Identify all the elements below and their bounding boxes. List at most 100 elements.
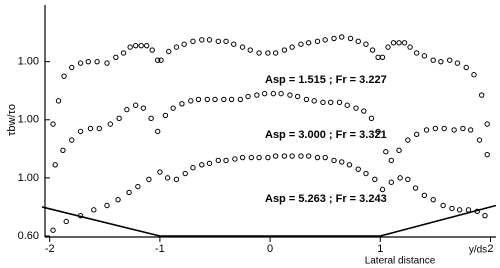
- data-point: [432, 125, 439, 132]
- x-tick-label: 1: [377, 243, 383, 255]
- data-point: [355, 38, 361, 45]
- data-point: [166, 48, 172, 55]
- data-point: [215, 157, 222, 164]
- data-point: [363, 41, 369, 47]
- data-point: [328, 99, 334, 106]
- data-point: [476, 137, 483, 143]
- data-point: [239, 154, 246, 161]
- y-tick-label: 1.00: [18, 172, 39, 184]
- data-point: [421, 192, 428, 199]
- data-point: [127, 44, 133, 50]
- data-point: [164, 175, 171, 181]
- data-point: [353, 105, 359, 111]
- data-point: [199, 162, 205, 168]
- data-point: [375, 128, 381, 135]
- data-point: [379, 186, 386, 193]
- data-point: [372, 176, 378, 183]
- data-point: [215, 38, 222, 45]
- data-point: [63, 218, 69, 225]
- data-point: [190, 38, 196, 45]
- data-point: [96, 125, 103, 132]
- data-point: [50, 121, 56, 127]
- data-point: [199, 37, 205, 43]
- data-point: [149, 47, 155, 53]
- data-point: [272, 153, 279, 159]
- data-point: [460, 125, 466, 132]
- data-point: [289, 153, 295, 159]
- data-point: [132, 102, 139, 108]
- data-point: [430, 57, 436, 63]
- data-point: [115, 196, 121, 203]
- x-tick-label: 2: [487, 243, 493, 255]
- data-point: [245, 93, 251, 100]
- x-tick-label: 0: [267, 243, 273, 255]
- y-tick-label: 1.00: [18, 56, 39, 68]
- data-point: [303, 96, 310, 103]
- data-point: [388, 157, 395, 164]
- data-point: [69, 137, 75, 143]
- data-point: [132, 42, 139, 49]
- data-point: [385, 44, 391, 50]
- data-point: [77, 128, 84, 135]
- data-point: [375, 54, 381, 61]
- data-point: [314, 38, 321, 45]
- data-point: [221, 96, 227, 103]
- data-point: [339, 34, 345, 40]
- data-point: [256, 50, 262, 56]
- data-point: [361, 108, 367, 114]
- data-point: [322, 37, 328, 43]
- data-point: [173, 176, 180, 183]
- data-point: [55, 98, 62, 104]
- data-point: [347, 35, 354, 42]
- data-point: [344, 102, 350, 108]
- data-point: [228, 96, 235, 103]
- data-point: [405, 137, 411, 143]
- data-point: [423, 127, 430, 133]
- data-point: [456, 207, 463, 213]
- data-point: [281, 153, 288, 159]
- data-point: [471, 72, 477, 78]
- data-point: [173, 44, 180, 50]
- data-point: [322, 154, 328, 161]
- data-point: [52, 162, 58, 168]
- y-tick-label: 1.00: [18, 114, 39, 126]
- data-point: [126, 189, 132, 196]
- data-point: [254, 92, 260, 98]
- data-point: [441, 125, 447, 132]
- data-point: [60, 147, 66, 153]
- data-point: [289, 44, 295, 50]
- data-point: [135, 183, 141, 190]
- data-point: [261, 90, 268, 97]
- data-point: [248, 154, 255, 161]
- data-point: [440, 202, 446, 209]
- x-axis-unit: y/ds: [469, 245, 487, 256]
- data-point: [451, 127, 457, 133]
- data-point: [449, 205, 455, 212]
- data-point: [363, 170, 369, 177]
- data-point: [465, 207, 472, 213]
- data-point: [407, 44, 413, 50]
- data-point: [116, 115, 122, 122]
- data-point: [379, 54, 386, 61]
- data-point: [281, 47, 288, 53]
- data-point: [155, 128, 161, 135]
- data-point: [188, 98, 194, 104]
- data-point: [256, 154, 262, 161]
- data-point: [339, 159, 345, 165]
- data-point: [482, 212, 488, 219]
- data-point: [390, 40, 397, 46]
- data-point: [355, 166, 361, 172]
- data-point: [405, 176, 411, 183]
- data-point: [346, 162, 353, 168]
- data-point: [146, 176, 152, 183]
- data-point: [212, 96, 218, 103]
- data-point: [368, 115, 375, 122]
- data-point: [421, 53, 428, 59]
- data-point: [104, 60, 110, 66]
- annotation: Asp = 5.263 ; Fr = 3.243: [265, 193, 387, 205]
- data-point: [430, 196, 436, 203]
- data-point: [77, 60, 84, 66]
- data-point: [298, 41, 304, 47]
- data-point: [272, 50, 279, 56]
- data-point: [148, 115, 154, 122]
